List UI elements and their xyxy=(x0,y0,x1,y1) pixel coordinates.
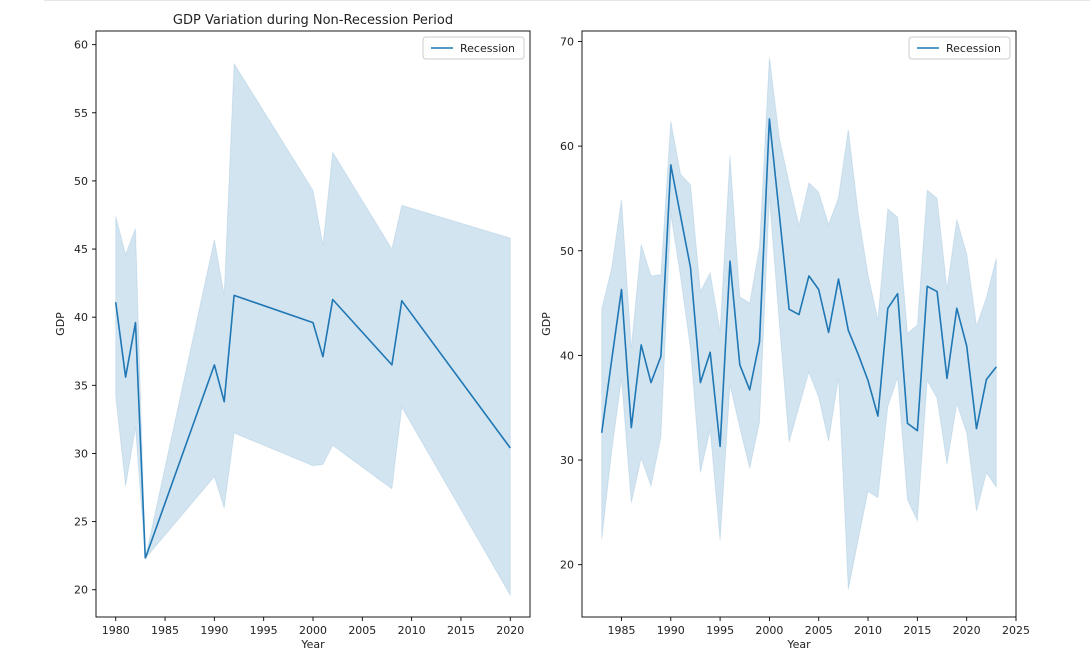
chart-1-y-tick-label: 50 xyxy=(74,175,88,188)
chart-1-plot: 1980 1985 1990 1995 2000 2005 2010 2015 20202025… xyxy=(54,13,531,651)
chart-2-x-axis-label: Year xyxy=(786,638,811,651)
chart-2-legend-label: Recession xyxy=(946,42,1001,55)
chart-1-x-tick-label: 2005 xyxy=(348,624,376,637)
chart-2-x-tick-label: 2025 xyxy=(1002,624,1030,637)
chart-2-legend: Recession xyxy=(908,36,1011,60)
chart-2-x-tick-label: 2010 xyxy=(854,624,882,637)
chart-2-x-tick-label: 2015 xyxy=(903,624,931,637)
chart-2-y-tick-label: 50 xyxy=(560,245,574,258)
chart-2-x-tick-label: 1990 xyxy=(657,624,685,637)
chart-2-y-tick-label: 70 xyxy=(560,35,574,48)
chart-2-x-tick-label: 1985 xyxy=(607,624,635,637)
chart-1-x-tick-label: 2015 xyxy=(447,624,475,637)
chart-2-plot: 1985 1990 1995 2000 2005 2010 2015 2020 20252030… xyxy=(540,30,1030,651)
chart-1-x-tick-label: 2010 xyxy=(398,624,426,637)
chart-1-title: GDP Variation during Non-Recession Perio… xyxy=(173,13,453,28)
chart-1-confidence-band xyxy=(115,216,146,559)
chart-1-series-line xyxy=(114,302,147,559)
chart-1-y-tick-label: 55 xyxy=(74,107,88,120)
chart-1-x-tick-label: 1995 xyxy=(250,624,278,637)
chart-2-y-tick-label: 40 xyxy=(560,349,574,362)
chart-2-x-tick-label: 2005 xyxy=(805,624,833,637)
chart-2-y-tick-label: 30 xyxy=(560,454,574,467)
chart-1-y-tick-label: 25 xyxy=(74,516,88,529)
chart-2-axes-frame xyxy=(581,30,1017,618)
chart-1-y-tick-label: 20 xyxy=(74,584,88,597)
chart-2-confidence-band xyxy=(601,57,997,590)
chart-1-y-tick-label: 40 xyxy=(74,311,88,324)
chart-1-series-line xyxy=(144,294,511,559)
chart-1-x-tick-label: 2020 xyxy=(496,624,524,637)
chart-2-y-axis-label: GDP xyxy=(540,312,553,336)
chart-1-y-axis-label: GDP xyxy=(54,312,67,336)
chart-2-x-tick-label: 1995 xyxy=(706,624,734,637)
chart-1-x-tick-label: 2000 xyxy=(299,624,327,637)
chart-1-y-tick-label: 60 xyxy=(74,39,88,52)
chart-1-x-tick-label: 1980 xyxy=(102,624,130,637)
chart-1-legend: Recession xyxy=(422,36,525,60)
chart-2-x-tick-label: 2020 xyxy=(953,624,981,637)
chart-1-y-tick-label: 30 xyxy=(74,447,88,460)
chart-1-legend-box xyxy=(422,36,525,60)
page-top-rule xyxy=(44,0,1090,1)
chart-2-x-tick-label: 2000 xyxy=(755,624,783,637)
chart-1-y-tick-label: 45 xyxy=(74,243,88,256)
chart-2-legend-box xyxy=(908,36,1011,60)
chart-1-x-tick-label: 1985 xyxy=(151,624,179,637)
chart-1-x-axis-label: Year xyxy=(300,638,325,651)
chart-1-y-tick-label: 35 xyxy=(74,379,88,392)
chart-1-x-tick-label: 1990 xyxy=(200,624,228,637)
chart-2-y-tick-label: 20 xyxy=(560,559,574,572)
chart-2-y-tick-label: 60 xyxy=(560,140,574,153)
chart-2-series-line xyxy=(600,118,997,448)
chart-1-legend-label: Recession xyxy=(460,42,515,55)
